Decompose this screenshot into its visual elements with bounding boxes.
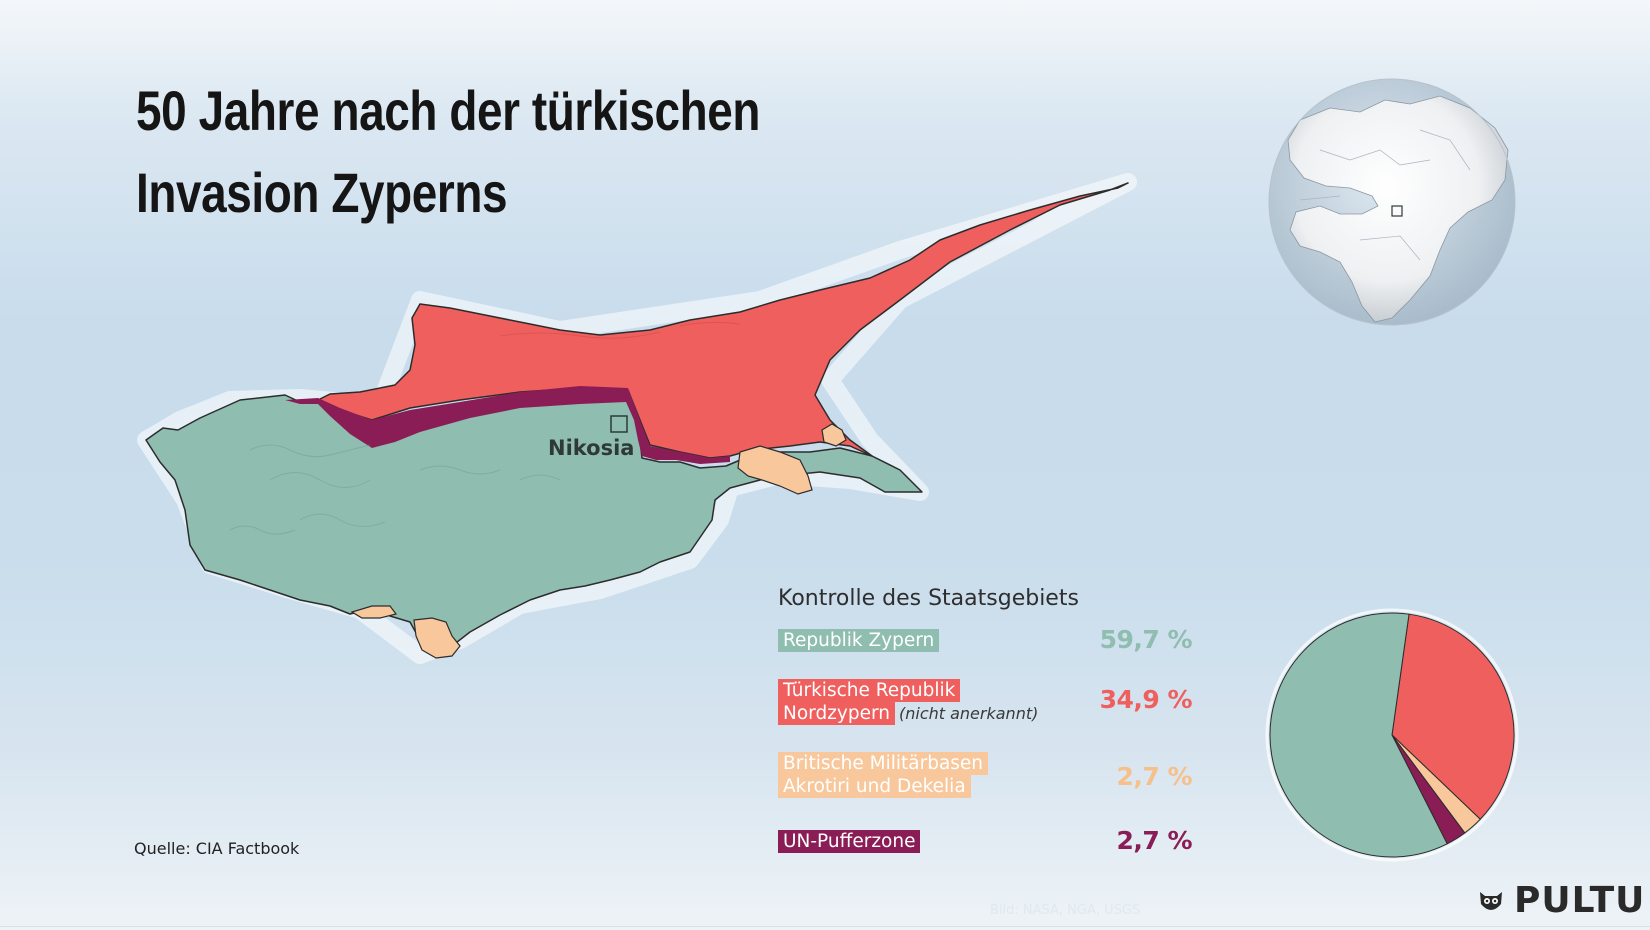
title-line-1: 50 Jahre nach der türkischen bbox=[136, 79, 761, 142]
legend-value-britische-militaerbasen: 2,7 % bbox=[1116, 762, 1192, 791]
brand-logo: PULTU bbox=[1476, 880, 1645, 921]
region-episkopi bbox=[350, 605, 398, 619]
legend-value-un-pufferzone: 2,7 % bbox=[1116, 826, 1192, 855]
globe-locator-icon bbox=[1268, 78, 1516, 326]
legend-value-republik-zypern: 59,7 % bbox=[1099, 625, 1193, 654]
title-line-2: Invasion Zyperns bbox=[136, 161, 508, 224]
terrain-relief bbox=[229, 444, 561, 535]
legend-label-british-line2: Akrotiri und Dekelia bbox=[778, 775, 971, 798]
legend-item-un-pufferzone: UN-Pufferzone bbox=[778, 830, 921, 853]
legend-label-british-line1: Britische Militärbasen bbox=[778, 752, 989, 775]
nikosia-label: Nikosia bbox=[548, 436, 635, 460]
northern-range-relief bbox=[499, 321, 741, 339]
legend-label-un-pufferzone: UN-Pufferzone bbox=[778, 830, 921, 853]
region-akrotiri bbox=[413, 617, 461, 659]
page-title: 50 Jahre nach der türkischen Invasion Zy… bbox=[136, 70, 760, 234]
legend-title: Kontrolle des Staatsgebiets bbox=[778, 586, 1079, 611]
legend-item-republik-zypern: Republik Zypern bbox=[778, 629, 940, 652]
legend-item-britische-militaerbasen: Britische Militärbasen Akrotiri und Deke… bbox=[778, 752, 989, 798]
owl-logo-icon bbox=[1480, 891, 1502, 910]
legend-label-republik-zypern: Republik Zypern bbox=[778, 629, 940, 652]
pie-halo bbox=[1265, 608, 1519, 862]
legend-note-nordzypern: (nicht anerkannt) bbox=[898, 704, 1039, 723]
legend-item-nordzypern: Türkische Republik Nordzypern (nicht aner… bbox=[778, 679, 1038, 725]
nikosia-marker bbox=[610, 415, 628, 433]
source-note: Quelle: CIA Factbook bbox=[134, 839, 300, 858]
legend-label-nordzypern-line2: Nordzypern bbox=[778, 702, 895, 725]
brand-name: PULTU bbox=[1514, 880, 1646, 921]
image-credit: Bild: NASA, NGA, USGS bbox=[990, 903, 1141, 918]
region-nordzypern bbox=[317, 182, 1129, 459]
region-dekelia bbox=[737, 445, 813, 495]
region-dekelia-east bbox=[821, 423, 847, 447]
bottom-divider bbox=[0, 926, 1650, 927]
legend-value-nordzypern: 34,9 % bbox=[1099, 685, 1193, 714]
pie-slice-republik-zypern bbox=[1269, 612, 1448, 858]
legend-label-nordzypern-line1: Türkische Republik bbox=[778, 679, 961, 702]
share-pie-chart bbox=[1265, 608, 1519, 862]
pie-slice-nordzypern bbox=[1391, 613, 1515, 820]
region-un-pufferzone bbox=[285, 386, 730, 464]
